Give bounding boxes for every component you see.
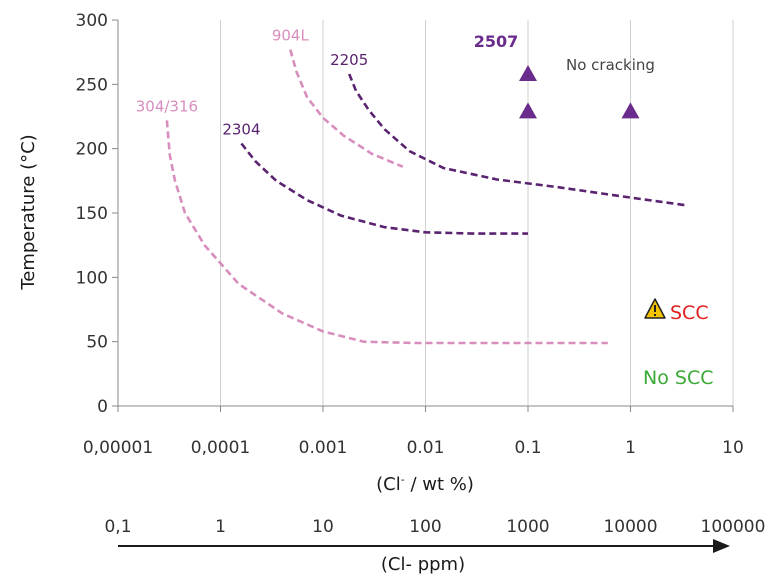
- y-tick-label: 200: [76, 140, 108, 160]
- series-layer: 304/316 904L 2304 2205: [136, 27, 687, 345]
- marker-2507: [621, 102, 640, 119]
- series-label-304-316: 304/316: [136, 97, 198, 115]
- series-label-2205: 2205: [330, 51, 368, 69]
- warning-icon: [644, 298, 666, 319]
- y-tick-label: 300: [76, 11, 108, 31]
- series-label-904L: 904L: [272, 27, 310, 45]
- ppm-tick-label: 100: [409, 517, 441, 537]
- x-axis-title: (Cl- / wt %): [376, 473, 474, 495]
- series-line-2205: [347, 73, 687, 207]
- ppm-tick-label: 100000: [701, 517, 766, 537]
- series-label-2507: 2507: [474, 32, 519, 51]
- y-tick-label: 0: [97, 397, 108, 417]
- ppm-tick-label: 1000: [506, 517, 549, 537]
- grid-layer: [220, 20, 734, 406]
- x-axis-title-pre: (Cl: [376, 474, 401, 495]
- x-axis-title-post: / wt %): [405, 474, 474, 495]
- x-tick-label: 0.001: [299, 438, 348, 458]
- axis-layer: 0 50 100 150 200 250 300 0,00001 0,0001 0.001 0.01…: [76, 11, 744, 458]
- ppm-tick-label: 10: [312, 517, 334, 537]
- label-no-cracking: No cracking: [566, 56, 655, 74]
- label-scc: SCC: [670, 302, 709, 324]
- y-tick-label: 250: [76, 75, 108, 95]
- x-tick-label: 0,0001: [191, 438, 250, 458]
- x-tick-label: 0.1: [514, 438, 541, 458]
- y-tick-label: 50: [86, 333, 108, 353]
- x-tick-label: 10: [722, 438, 744, 458]
- x-tick-label: 0.01: [407, 438, 445, 458]
- ppm-tick-label: 0,1: [104, 517, 131, 537]
- series-line-304-316: [165, 120, 608, 345]
- x-axis-title-sup: -: [401, 473, 405, 486]
- ppm-axis-arrowhead: [713, 539, 730, 553]
- marker-layer: 2507: [474, 32, 640, 119]
- ppm-axis-title: (Cl- ppm): [381, 554, 465, 575]
- y-tick-label: 100: [76, 268, 108, 288]
- y-tick-label: 150: [76, 204, 108, 224]
- ppm-tick-label: 1: [215, 517, 226, 537]
- ppm-tick-label: 10000: [603, 517, 657, 537]
- series-line-904L: [289, 49, 404, 168]
- x-tick-label: 1: [625, 438, 636, 458]
- y-axis-title: Temperature (°C): [18, 134, 39, 290]
- x-tick-label: 0,00001: [83, 438, 153, 458]
- ppm-axis-ticks: 0,1 1 10 100 1000 10000 100000: [104, 517, 765, 537]
- series-label-2304: 2304: [222, 121, 260, 139]
- marker-2507: [519, 102, 537, 119]
- label-no-scc: No SCC: [643, 367, 713, 389]
- marker-2507: [519, 65, 537, 82]
- series-line-2304: [240, 142, 528, 235]
